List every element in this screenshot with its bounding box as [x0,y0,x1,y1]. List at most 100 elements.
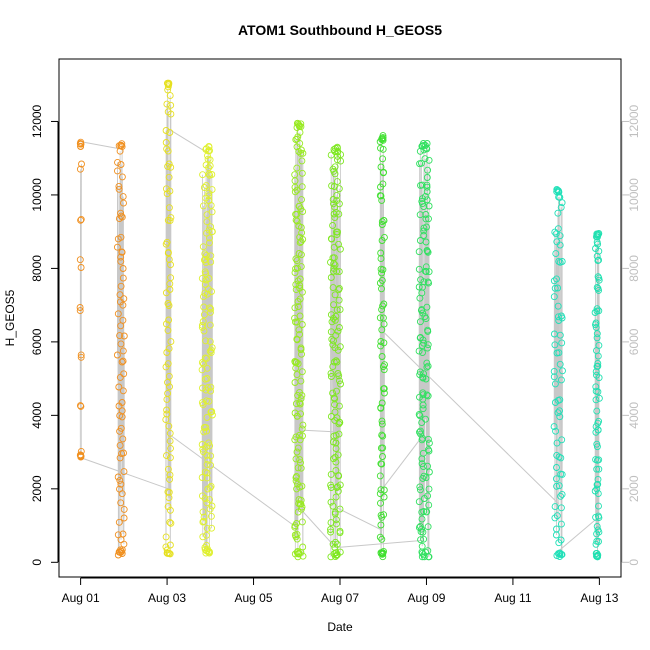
data-point [293,124,301,131]
data-point [554,284,562,292]
data-point [165,302,173,309]
data-point [333,231,341,238]
data-point [420,472,428,480]
data-point [418,419,426,427]
data-point [550,293,558,301]
data-point [327,528,335,536]
data-point [425,468,433,476]
data-point [115,182,123,190]
data-point [202,259,210,267]
data-point [334,228,341,236]
data-point [594,490,602,498]
data-point [296,431,303,439]
data-point [297,377,305,385]
data-point [293,164,301,172]
data-point [207,223,215,231]
data-point [165,372,173,380]
x-tick-label: Aug 03 [148,591,186,605]
data-point [205,189,213,197]
data-point [334,346,342,354]
data-point [113,243,121,251]
data-point [115,142,123,150]
data-point [329,502,337,510]
data-point [333,267,341,275]
data-point [166,92,174,100]
data-point [120,514,128,522]
data-point [381,361,388,369]
data-point [166,518,174,526]
data-point [595,528,603,536]
data-point [164,503,172,511]
data-point [379,444,387,452]
data-point [293,264,301,272]
data-point [594,240,602,248]
data-point [424,248,432,256]
data-point [336,529,344,537]
data-point [419,401,427,409]
data-point [595,307,603,315]
data-point [378,535,386,543]
data-point [206,162,214,170]
data-point [328,235,336,243]
data-point [420,508,428,515]
data-point [422,474,430,482]
y-tick-right-label: 8000 [627,255,641,282]
data-point [199,318,207,325]
data-point [378,550,386,558]
data-point [332,516,340,524]
connector-line [335,539,425,549]
y-axis-label: H_GEOS5 [3,289,17,346]
flight-trace-line [201,146,213,554]
data-point [297,496,305,504]
data-point [294,277,302,285]
data-point [118,143,126,151]
data-point [208,502,216,510]
data-point [206,234,213,242]
data-point [199,445,207,453]
data-point [167,519,175,527]
data-point [118,213,126,221]
data-point [594,426,602,434]
connector-line [168,128,208,154]
data-point [422,315,430,323]
data-point [425,279,433,287]
data-point [292,455,300,463]
data-point [296,400,304,408]
data-point [335,430,343,438]
data-point [423,223,430,231]
data-point [296,139,304,147]
data-point [592,319,600,327]
data-point [336,343,344,351]
data-point [419,405,427,413]
data-point [594,230,602,238]
data-point [297,410,305,418]
data-point [424,492,432,500]
data-point [333,144,341,152]
y-tick-right-label: 2000 [627,475,641,502]
data-point [76,256,84,264]
data-point [76,307,84,315]
data-point [594,362,602,370]
data-point [380,385,388,393]
data-point [165,204,173,212]
data-point [115,518,123,526]
data-point [417,427,424,435]
data-point [558,339,566,347]
data-point [298,169,306,177]
data-point [380,217,388,225]
data-point [77,402,85,410]
data-point [595,502,602,510]
data-point [415,283,423,291]
data-point [207,252,215,260]
data-point [336,245,344,253]
data-point [337,157,345,165]
data-point [425,447,433,455]
data-point [333,358,341,366]
data-point [336,306,344,314]
data-point [330,301,338,309]
data-point [117,340,125,348]
data-point [593,305,601,313]
data-point [419,336,427,344]
data-point [165,160,173,168]
y-tick-right-label: 12000 [627,104,641,138]
